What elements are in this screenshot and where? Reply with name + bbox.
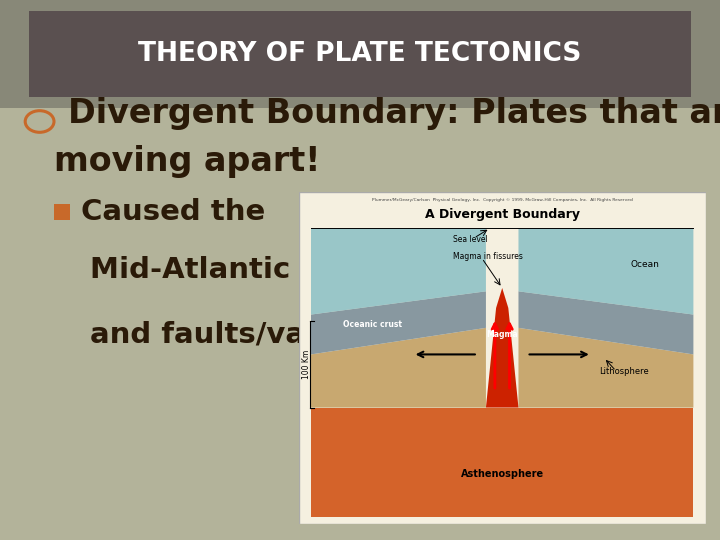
Text: Oceanic crust: Oceanic crust xyxy=(343,320,402,329)
Text: Magma: Magma xyxy=(487,330,518,339)
FancyBboxPatch shape xyxy=(311,408,693,517)
FancyBboxPatch shape xyxy=(29,11,691,97)
Text: moving apart!: moving apart! xyxy=(54,145,320,179)
Polygon shape xyxy=(311,328,486,408)
Text: Plummer/McGeary/Carlson  Physical Geology, Inc.  Copyright © 1999, McGraw-Hill C: Plummer/McGeary/Carlson Physical Geology… xyxy=(372,198,633,202)
Text: and faults/valleys: and faults/valleys xyxy=(90,321,382,349)
Polygon shape xyxy=(518,328,693,408)
Text: Magma in fissures: Magma in fissures xyxy=(454,252,523,261)
Text: 100 Km: 100 Km xyxy=(302,350,310,379)
FancyBboxPatch shape xyxy=(0,108,720,540)
Text: A Divergent Boundary: A Divergent Boundary xyxy=(425,208,580,221)
Text: Mid-Atlantic ridge: Mid-Atlantic ridge xyxy=(90,256,387,284)
Text: Ocean: Ocean xyxy=(630,260,659,269)
Text: Divergent Boundary: Plates that are: Divergent Boundary: Plates that are xyxy=(68,97,720,130)
Text: THEORY OF PLATE TECTONICS: THEORY OF PLATE TECTONICS xyxy=(138,41,582,67)
FancyBboxPatch shape xyxy=(54,204,70,220)
Polygon shape xyxy=(518,228,693,315)
Polygon shape xyxy=(518,292,693,354)
Polygon shape xyxy=(311,292,486,354)
Text: Asthenosphere: Asthenosphere xyxy=(461,469,544,479)
Polygon shape xyxy=(311,228,486,315)
Text: Sea level: Sea level xyxy=(454,235,488,245)
Text: Caused the: Caused the xyxy=(81,198,265,226)
Polygon shape xyxy=(486,288,518,408)
FancyBboxPatch shape xyxy=(299,192,706,524)
Text: Lithosphere: Lithosphere xyxy=(599,367,649,375)
